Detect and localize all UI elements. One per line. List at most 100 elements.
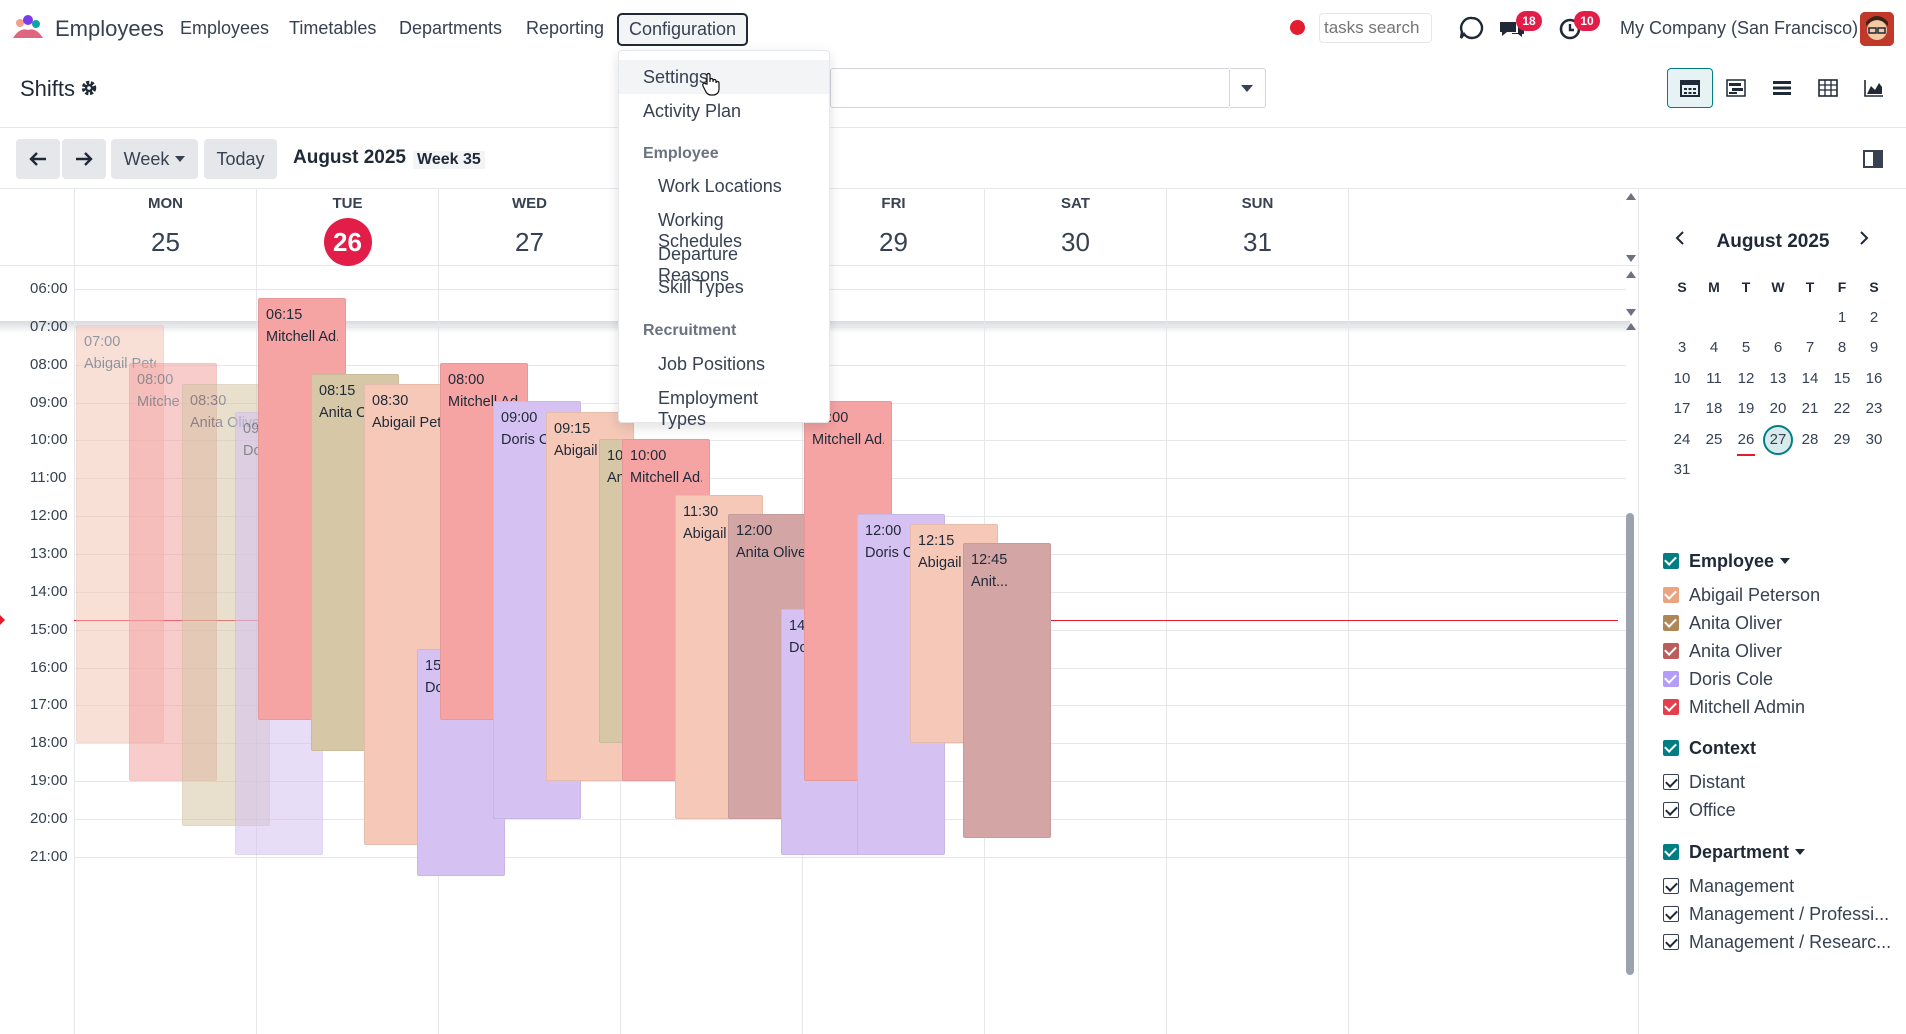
mini-calendar-day[interactable]: 4	[1709, 339, 1719, 357]
mini-calendar-day[interactable]: 24	[1673, 430, 1691, 448]
filter-checkbox[interactable]	[1663, 615, 1679, 631]
mini-calendar-day[interactable]: 28	[1801, 430, 1819, 448]
mini-calendar-day[interactable]: 29	[1833, 430, 1851, 448]
scroll-down-arrow[interactable]	[1626, 309, 1636, 316]
chevron-left-icon[interactable]	[1673, 231, 1687, 245]
mini-calendar-day[interactable]: 16	[1865, 369, 1883, 387]
tasks-search-input[interactable]	[1319, 13, 1432, 43]
menu-item-activity-plan[interactable]: Activity Plan	[643, 101, 742, 121]
mini-calendar-day[interactable]: 7	[1805, 339, 1815, 357]
mini-calendar-day[interactable]: 8	[1837, 339, 1847, 357]
filter-department[interactable]: Management	[1663, 873, 1794, 899]
chevron-down-icon[interactable]	[1795, 849, 1806, 855]
mini-calendar-day[interactable]: 5	[1741, 339, 1751, 357]
filter-checkbox[interactable]	[1663, 802, 1679, 818]
filter-group-context[interactable]: Context	[1663, 735, 1756, 761]
filter-employee[interactable]: Abigail Peterson	[1663, 582, 1820, 608]
filter-checkbox[interactable]	[1663, 740, 1679, 756]
mini-calendar-day[interactable]: 30	[1865, 430, 1883, 448]
filter-employee[interactable]: Mitchell Admin	[1663, 694, 1805, 720]
mini-calendar-day[interactable]: 20	[1769, 400, 1787, 418]
menu-item-settings[interactable]: Settings	[619, 60, 829, 94]
mini-calendar-day[interactable]: 31	[1673, 461, 1691, 478]
mini-calendar-day[interactable]: 11	[1706, 369, 1722, 387]
scroll-up-arrow[interactable]	[1626, 271, 1636, 278]
filter-department[interactable]: Management / Researc...	[1663, 929, 1891, 955]
filter-checkbox[interactable]	[1663, 671, 1679, 687]
mini-calendar-day[interactable]: 23	[1865, 400, 1883, 418]
mini-calendar-day[interactable]: 18	[1705, 400, 1723, 418]
voip-icon[interactable]	[1457, 14, 1487, 42]
menu-item-departure-reasons[interactable]: Departure Reasons	[658, 244, 739, 285]
filter-checkbox[interactable]	[1663, 553, 1679, 569]
mini-calendar-day[interactable]: 27	[1763, 424, 1793, 455]
scrollbar-thumb[interactable]	[1626, 513, 1634, 975]
filter-checkbox[interactable]	[1663, 699, 1679, 715]
menu-item-skill-types[interactable]: Skill Types	[658, 277, 744, 297]
mini-calendar-day[interactable]: 21	[1801, 400, 1819, 418]
filter-checkbox[interactable]	[1663, 878, 1679, 894]
mini-calendar-day[interactable]: 17	[1673, 400, 1691, 418]
search-bar[interactable]	[830, 68, 1230, 108]
mini-calendar-day[interactable]: 1	[1837, 309, 1847, 326]
search-options-toggle[interactable]	[1230, 68, 1266, 108]
filter-checkbox[interactable]	[1663, 844, 1679, 860]
mini-calendar-day[interactable]: 22	[1833, 400, 1851, 418]
user-avatar-icon[interactable]	[1860, 12, 1894, 46]
day-header-sun[interactable]: SUN 31	[1166, 189, 1348, 265]
filter-checkbox[interactable]	[1663, 906, 1679, 922]
scale-dropdown[interactable]: Week	[111, 139, 198, 179]
mini-calendar-day[interactable]: 15	[1833, 369, 1851, 387]
menu-reporting[interactable]: Reporting	[526, 18, 605, 38]
mini-calendar-day[interactable]: 14	[1801, 369, 1819, 387]
mini-calendar-day[interactable]: 19	[1737, 400, 1755, 418]
mini-calendar-day[interactable]: 10	[1673, 369, 1691, 387]
company-switcher[interactable]: My Company (San Francisco)	[1620, 18, 1859, 38]
menu-departments[interactable]: Departments	[399, 18, 503, 38]
mini-calendar-day[interactable]: 3	[1677, 339, 1687, 357]
menu-item-working-schedules[interactable]: Working Schedules	[658, 210, 743, 251]
list-view-button[interactable]	[1759, 68, 1805, 108]
mini-calendar-day[interactable]: 2	[1869, 309, 1879, 326]
mini-calendar-day[interactable]: 13	[1769, 369, 1787, 387]
gantt-view-button[interactable]	[1713, 68, 1759, 108]
mini-calendar-day[interactable]: 12	[1737, 369, 1755, 387]
side-panel-toggle-icon[interactable]	[1863, 150, 1883, 168]
filter-checkbox[interactable]	[1663, 643, 1679, 659]
mini-calendar-day[interactable]: 9	[1869, 339, 1879, 357]
previous-button[interactable]	[16, 139, 60, 179]
chevron-down-icon[interactable]	[1780, 558, 1791, 564]
record-dot-icon[interactable]	[1290, 20, 1305, 35]
scroll-down-arrow[interactable]	[1626, 255, 1636, 262]
day-header-wed[interactable]: WED 27	[438, 189, 620, 265]
filter-group-department[interactable]: Department	[1663, 839, 1806, 865]
filter-employee[interactable]: Anita Oliver	[1663, 638, 1782, 664]
day-header-mon[interactable]: MON 25	[74, 189, 256, 265]
mini-calendar-day[interactable]: 26	[1730, 425, 1762, 456]
chevron-right-icon[interactable]	[1857, 231, 1871, 245]
menu-item-work-locations[interactable]: Work Locations	[658, 176, 782, 196]
mini-calendar-day[interactable]: 6	[1773, 339, 1783, 357]
filter-checkbox[interactable]	[1663, 587, 1679, 603]
menu-item-employment-types[interactable]: Employment Types	[658, 388, 759, 429]
shift-event[interactable]: 12:45 Anit...	[963, 542, 1051, 838]
next-button[interactable]	[62, 139, 106, 179]
mini-calendar-day[interactable]: 25	[1705, 430, 1723, 448]
app-logo-icon[interactable]	[11, 14, 45, 42]
pivot-view-button[interactable]	[1805, 68, 1851, 108]
menu-timetables[interactable]: Timetables	[289, 18, 377, 38]
filter-context[interactable]: Office	[1663, 797, 1736, 823]
filter-employee[interactable]: Anita Oliver	[1663, 610, 1782, 636]
scroll-up-arrow[interactable]	[1626, 193, 1636, 200]
app-name[interactable]: Employees	[55, 16, 164, 41]
day-header-sat[interactable]: SAT 30	[984, 189, 1166, 265]
menu-item-job-positions[interactable]: Job Positions	[658, 354, 766, 374]
filter-checkbox[interactable]	[1663, 774, 1679, 790]
filter-employee[interactable]: Doris Cole	[1663, 666, 1773, 692]
calendar-view-button[interactable]	[1667, 68, 1713, 108]
menu-configuration[interactable]: Configuration	[617, 13, 749, 46]
scroll-up-arrow[interactable]	[1626, 323, 1636, 330]
graph-view-button[interactable]	[1851, 68, 1897, 108]
filter-department[interactable]: Management / Professi...	[1663, 901, 1889, 927]
gear-icon[interactable]	[80, 79, 98, 97]
